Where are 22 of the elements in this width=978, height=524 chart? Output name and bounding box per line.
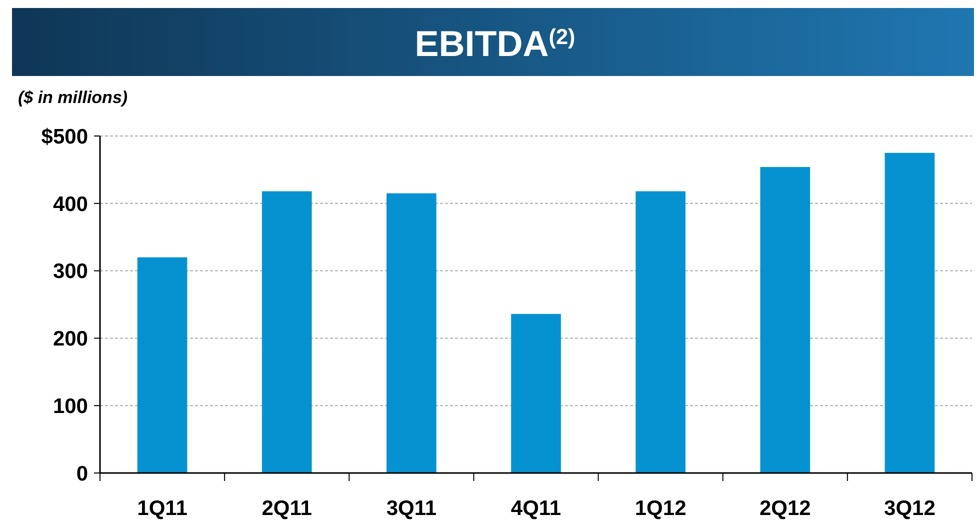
y-tick-label: 0 — [76, 462, 88, 486]
y-tick-label: $500 — [41, 125, 88, 148]
x-tick-label: 3Q12 — [884, 497, 936, 520]
chart-title: EBITDA$^{(2)}$ — [414, 23, 576, 64]
x-tick-label: 4Q11 — [510, 497, 562, 520]
x-tick-label: 1Q11 — [137, 497, 188, 520]
bar — [636, 191, 686, 473]
bar — [884, 152, 935, 473]
y-tick-label: 100 — [52, 394, 88, 418]
bar — [386, 193, 436, 473]
x-tick-label: 2Q11 — [262, 497, 312, 520]
bar — [262, 191, 312, 473]
x-tick-label: 1Q12 — [634, 497, 686, 520]
chart-subtitle: ($ in millions) — [18, 88, 128, 107]
y-tick-label: 400 — [52, 192, 88, 216]
y-tick-label: 300 — [52, 260, 88, 284]
bar — [511, 314, 561, 473]
bar — [137, 257, 188, 473]
x-tick-label: 3Q11 — [386, 497, 437, 520]
bar — [760, 167, 810, 473]
y-tick-label: 200 — [52, 328, 88, 351]
x-tick-label: 2Q12 — [759, 497, 811, 520]
